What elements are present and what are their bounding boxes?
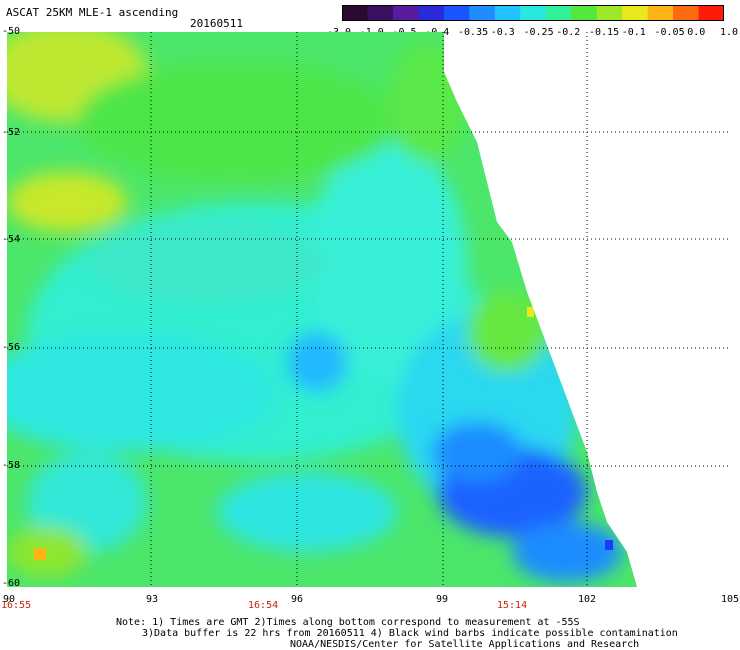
colorbar [342, 5, 724, 21]
wind-field [7, 32, 637, 587]
colorbar-tick-label: -0.25 [523, 27, 554, 38]
chart-title: ASCAT 25KM MLE-1 ascending [6, 6, 179, 19]
map-plot [7, 32, 730, 587]
colorbar-border [342, 5, 724, 21]
x-label-99: 99 [436, 594, 449, 605]
colorbar-tick-label: -0.3 [490, 27, 515, 38]
graticule [7, 32, 730, 587]
x-label-96: 96 [291, 594, 304, 605]
colorbar-swatch [545, 5, 572, 21]
colorbar-tick-label: 0.0 [687, 27, 706, 38]
note-line-2: 3)Data buffer is 22 hrs from 20160511 4)… [142, 628, 678, 639]
y-label-58: -58 [2, 460, 21, 471]
colorbar-swatch [673, 5, 700, 21]
y-label-56: -56 [2, 342, 21, 353]
colorbar-swatch [698, 5, 724, 21]
colorbar-swatch [469, 5, 496, 21]
colorbar-swatch [647, 5, 674, 21]
note-line-3: NOAA/NESDIS/Center for Satellite Applica… [290, 639, 640, 650]
chart-date: 20160511 [190, 17, 243, 30]
y-label-54: -54 [2, 234, 21, 245]
time-label-1: 16:55 [1, 600, 32, 611]
y-label-50: -50 [2, 26, 21, 37]
x-label-105: 105 [721, 594, 740, 605]
time-label-2: 16:54 [248, 600, 279, 611]
x-label-90: 90 [3, 594, 16, 605]
note-line-1: Note: 1) Times are GMT 2)Times along bot… [116, 617, 580, 628]
x-label-102: 102 [578, 594, 597, 605]
colorbar-tick-label: -0.15 [589, 27, 620, 38]
colorbar-swatch [418, 5, 445, 21]
colorbar-swatch [494, 5, 521, 21]
colorbar-swatch [596, 5, 623, 21]
colorbar-tick-label: -0.2 [556, 27, 581, 38]
colorbar-swatch [367, 5, 394, 21]
colorbar-swatch [342, 5, 369, 21]
colorbar-swatch [443, 5, 470, 21]
y-label-52: -52 [2, 127, 21, 138]
time-label-3: 15:14 [497, 600, 528, 611]
colorbar-swatch [392, 5, 419, 21]
colorbar-tick-label: -0.05 [654, 27, 685, 38]
colorbar-tick-label: -0.35 [458, 27, 489, 38]
colorbar-swatch [571, 5, 598, 21]
y-label-60: -60 [2, 578, 21, 589]
x-label-93: 93 [146, 594, 159, 605]
colorbar-tick-label: -0.1 [621, 27, 646, 38]
colorbar-swatch [520, 5, 547, 21]
colorbar-swatch [622, 5, 649, 21]
colorbar-tick-label: 1.0 [720, 27, 739, 38]
